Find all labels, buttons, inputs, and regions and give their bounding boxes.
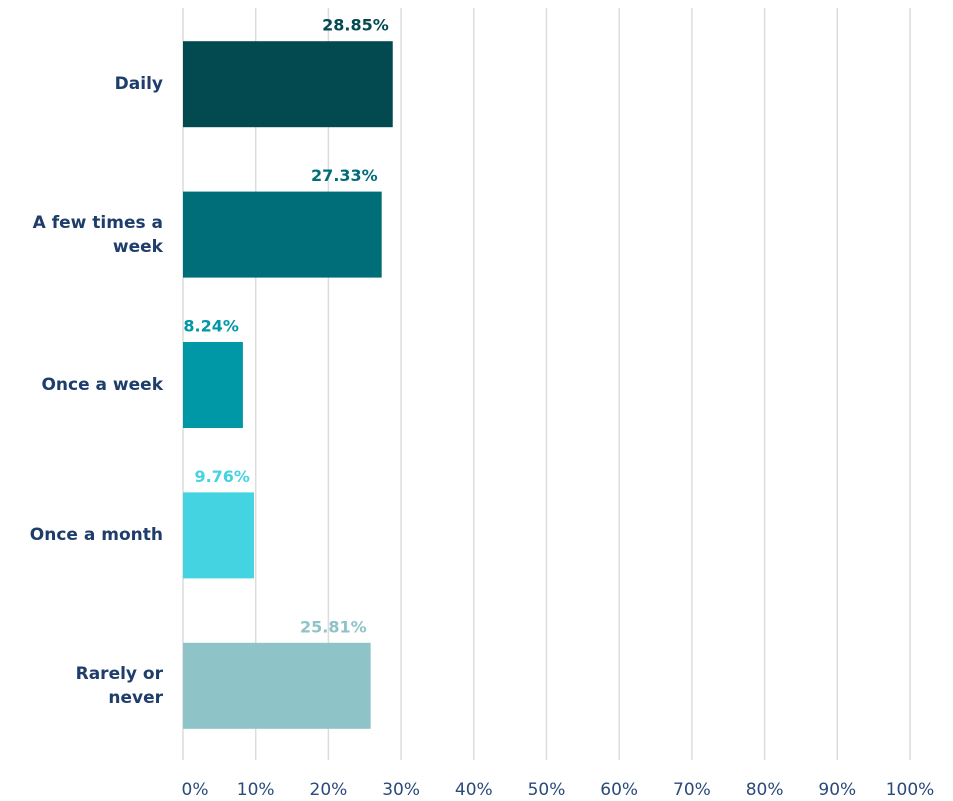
x-tick-label: 40% — [455, 780, 493, 800]
value-label: 28.85% — [322, 16, 389, 35]
x-tick-label: 30% — [382, 780, 420, 800]
x-tick-label: 60% — [600, 780, 638, 800]
category-label: Daily — [114, 74, 163, 95]
x-tick-label: 90% — [818, 780, 856, 800]
value-label: 9.76% — [194, 467, 250, 486]
x-tick-label: 10% — [237, 780, 275, 800]
x-tick-label: 100% — [886, 780, 935, 800]
x-tick-label: 50% — [528, 780, 566, 800]
category-label: Once a month — [29, 525, 163, 546]
x-tick-label: 70% — [673, 780, 711, 800]
value-label: 8.24% — [183, 317, 239, 336]
category-label: Rarely or never — [75, 663, 163, 708]
x-tick-label: 20% — [310, 780, 348, 800]
bar — [183, 191, 382, 278]
x-tick-label: 80% — [746, 780, 784, 800]
bar — [183, 41, 393, 128]
x-tick-label: 0% — [182, 780, 209, 800]
bar — [183, 642, 371, 729]
value-label: 25.81% — [300, 617, 367, 636]
category-label: A few times a week — [32, 212, 163, 257]
category-label: Once a week — [41, 375, 163, 395]
value-label: 27.33% — [311, 166, 378, 185]
bar — [183, 342, 243, 428]
bar — [183, 492, 254, 579]
